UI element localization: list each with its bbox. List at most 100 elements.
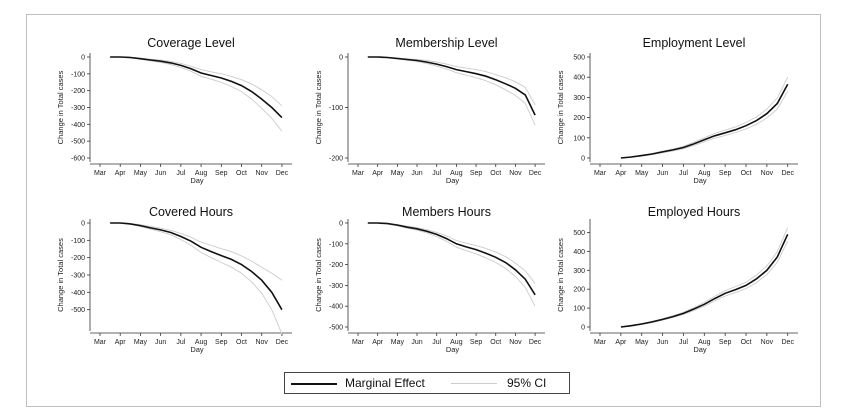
y-tick-label: 0 bbox=[339, 221, 343, 228]
y-tick-label: 0 bbox=[581, 156, 585, 163]
x-tick-label: Mar bbox=[352, 170, 365, 177]
x-tick-label: Apr bbox=[115, 339, 127, 346]
x-tick-label: Apr bbox=[372, 170, 384, 177]
y-tick-label: 500 bbox=[573, 55, 585, 62]
y-axis-label: Change in Total cases bbox=[314, 238, 323, 312]
y-tick-label: -100 bbox=[71, 71, 85, 78]
x-tick-label: May bbox=[391, 170, 405, 177]
x-tick-label: Sep bbox=[470, 170, 483, 177]
x-tick-label: Apr bbox=[615, 339, 627, 346]
x-tick-label: May bbox=[391, 339, 405, 346]
y-tick-label: -200 bbox=[71, 255, 85, 262]
x-tick-label: May bbox=[134, 339, 148, 346]
x-tick-label: Aug bbox=[698, 170, 711, 177]
y-axis-label: Change in Total cases bbox=[314, 70, 323, 144]
chart-title: Employment Level bbox=[643, 36, 746, 50]
chart-panel: Employment Level 0 100 200 300 400 500 Mar Apr Ma… bbox=[556, 36, 798, 185]
y-tick-label: -500 bbox=[71, 307, 85, 314]
chart-title: Employed Hours bbox=[648, 205, 740, 219]
x-axis-label: Day bbox=[446, 345, 460, 354]
chart-title: Membership Level bbox=[395, 36, 497, 50]
x-axis-label: Day bbox=[190, 345, 204, 354]
chart-panel: Covered Hours 0 -100 -200 -300 -400 -500 Mar Apr… bbox=[56, 205, 292, 354]
y-tick-label: -300 bbox=[71, 273, 85, 280]
y-tick-label: 0 bbox=[81, 221, 85, 228]
x-tick-label: Nov bbox=[255, 339, 268, 346]
legend-ci-label: 95% CI bbox=[507, 376, 547, 390]
x-tick-label: Aug bbox=[450, 339, 463, 346]
series-line-marginal-effect bbox=[367, 222, 536, 296]
legend-marginal-effect-label: Marginal Effect bbox=[345, 376, 425, 390]
x-tick-label: Jul bbox=[679, 339, 688, 346]
x-tick-label: Dec bbox=[782, 170, 795, 177]
y-tick-label: -600 bbox=[71, 156, 85, 163]
x-tick-label: Oct bbox=[236, 170, 247, 177]
x-tick-label: Dec bbox=[276, 339, 289, 346]
x-tick-label: Dec bbox=[782, 339, 795, 346]
x-tick-label: Aug bbox=[450, 170, 463, 177]
x-tick-label: Jun bbox=[657, 170, 668, 177]
x-tick-label: Mar bbox=[352, 339, 365, 346]
y-axis-label: Change in Total cases bbox=[556, 70, 565, 144]
x-tick-label: May bbox=[635, 170, 649, 177]
x-tick-label: Jul bbox=[176, 339, 185, 346]
y-tick-label: 300 bbox=[573, 268, 585, 275]
x-tick-label: May bbox=[635, 339, 649, 346]
figure-frame bbox=[26, 14, 821, 407]
x-tick-label: Apr bbox=[372, 339, 384, 346]
chart-panel: Membership Level 0 -100 -200 Mar Apr May Jun Jul… bbox=[314, 36, 545, 185]
y-tick-label: -100 bbox=[329, 241, 343, 248]
y-tick-label: 100 bbox=[573, 135, 585, 142]
series-line-ci bbox=[110, 56, 283, 107]
y-tick-label: 500 bbox=[573, 230, 585, 237]
y-tick-label: -500 bbox=[71, 139, 85, 146]
x-tick-label: Aug bbox=[195, 170, 208, 177]
x-tick-label: Dec bbox=[529, 339, 542, 346]
x-tick-label: Jul bbox=[432, 339, 441, 346]
series-line-ci bbox=[620, 76, 789, 159]
y-tick-label: 100 bbox=[573, 306, 585, 313]
y-tick-label: -100 bbox=[329, 105, 343, 112]
x-tick-label: Mar bbox=[94, 170, 107, 177]
series-line-marginal-effect bbox=[367, 56, 536, 116]
chart-title: Coverage Level bbox=[147, 36, 235, 50]
x-tick-label: Nov bbox=[255, 170, 268, 177]
y-tick-label: 0 bbox=[339, 55, 343, 62]
series-line-ci bbox=[367, 56, 536, 106]
series-line-ci bbox=[620, 91, 789, 159]
x-tick-label: Aug bbox=[195, 339, 208, 346]
x-axis-label: Day bbox=[446, 176, 460, 185]
legend-ci-swatch bbox=[451, 383, 497, 384]
x-tick-label: Mar bbox=[94, 339, 107, 346]
x-tick-label: Jun bbox=[155, 339, 166, 346]
x-tick-label: Jun bbox=[155, 170, 166, 177]
x-tick-label: Dec bbox=[276, 170, 289, 177]
x-tick-label: Jun bbox=[657, 339, 668, 346]
series-line-ci bbox=[367, 222, 536, 307]
chart-title: Members Hours bbox=[402, 205, 491, 219]
series-line-marginal-effect bbox=[620, 83, 789, 159]
x-tick-label: Jun bbox=[411, 170, 422, 177]
y-tick-label: -200 bbox=[329, 156, 343, 163]
x-tick-label: Jun bbox=[411, 339, 422, 346]
y-tick-label: 400 bbox=[573, 249, 585, 256]
x-tick-label: Oct bbox=[490, 170, 501, 177]
x-tick-label: Sep bbox=[470, 339, 483, 346]
x-tick-label: Nov bbox=[761, 339, 774, 346]
x-tick-label: Aug bbox=[698, 339, 711, 346]
x-tick-label: Jul bbox=[176, 170, 185, 177]
x-tick-label: Oct bbox=[741, 339, 752, 346]
x-tick-label: Mar bbox=[594, 339, 607, 346]
chart-panel: Members Hours 0 -100 -200 -300 -400 -500 Mar Apr… bbox=[314, 205, 545, 354]
y-tick-label: 200 bbox=[573, 287, 585, 294]
x-tick-label: Apr bbox=[615, 170, 627, 177]
series-line-marginal-effect bbox=[110, 222, 283, 311]
series-line-marginal-effect bbox=[620, 233, 789, 328]
x-tick-label: Sep bbox=[215, 170, 228, 177]
series-line-ci bbox=[367, 56, 536, 126]
x-tick-label: Sep bbox=[719, 170, 732, 177]
legend: Marginal Effect 95% CI bbox=[284, 372, 570, 394]
chart-title: Covered Hours bbox=[149, 205, 233, 219]
legend-marginal-effect-swatch bbox=[291, 383, 337, 385]
charts-svg: Coverage Level 0 -100 -200 -300 -400 -500 -600 M… bbox=[56, 36, 798, 354]
